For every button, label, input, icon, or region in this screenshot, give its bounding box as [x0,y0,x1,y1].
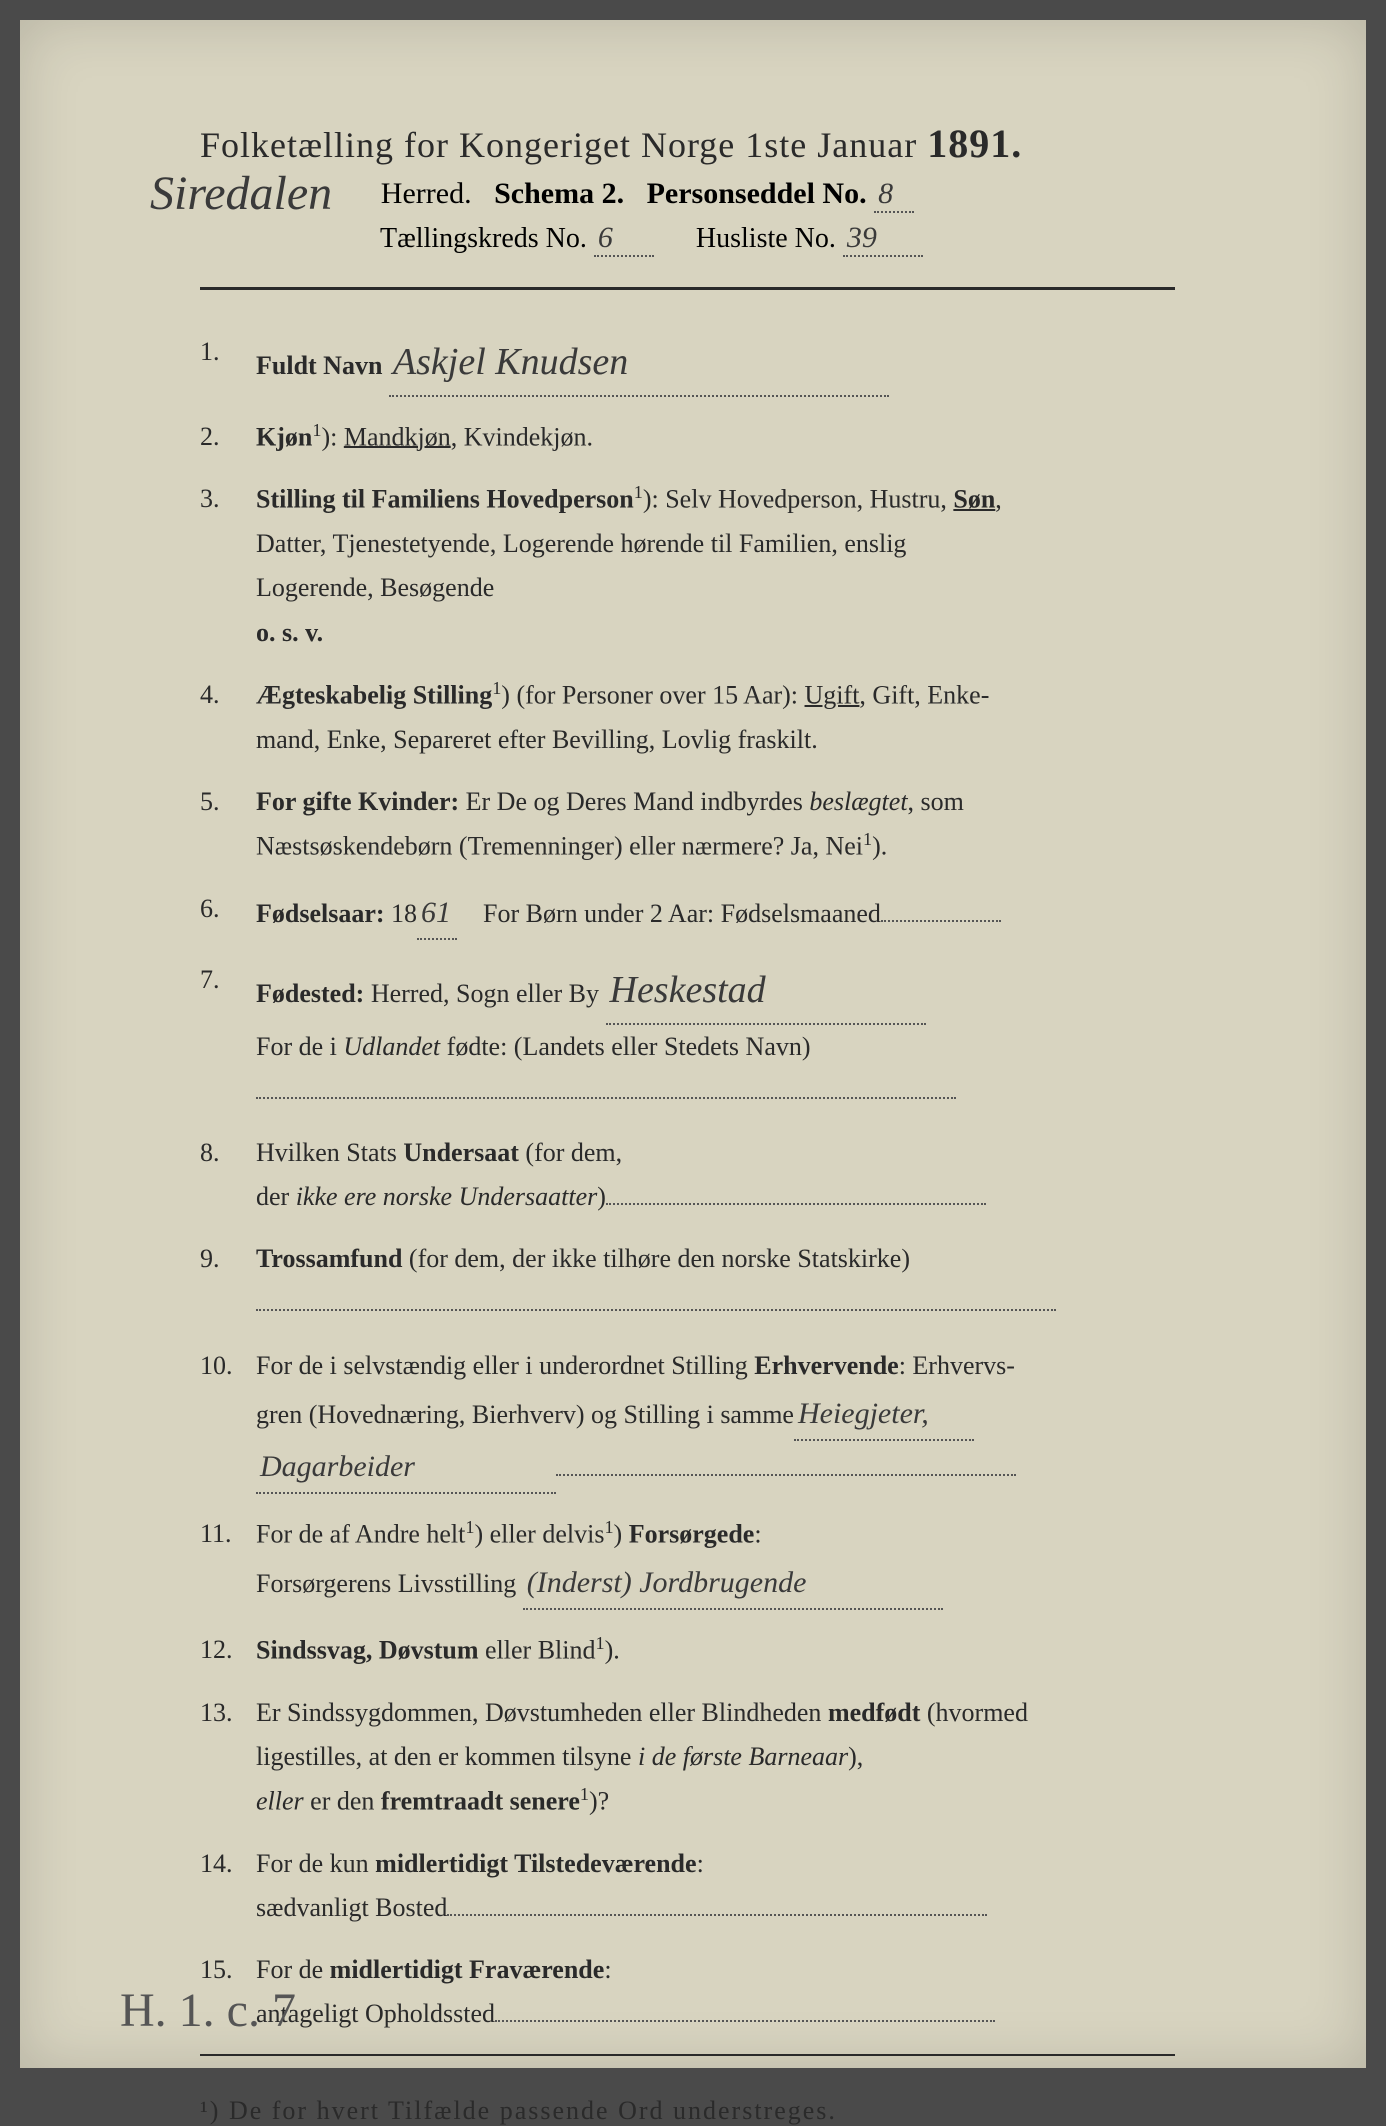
row-num: 14. [200,1842,256,1930]
r12-text: eller Blind [485,1635,595,1664]
r11-label: Forsørgerens Livsstilling [256,1569,516,1598]
row-4-marital: 4. Ægteskabelig Stilling1) (for Personer… [200,673,1226,762]
row-14-temp-present: 14. For de kun midlertidigt Tilstedevære… [200,1842,1226,1930]
footnote: ¹) De for hvert Tilfælde passende Ord un… [200,2096,1226,2126]
field-label: Fødested: [256,979,364,1008]
row-num: 2. [200,415,256,460]
tkreds-label: Tællingskreds No. [380,223,587,254]
relation-line2: Datter, Tjenestetyende, Logerende hørend… [256,529,906,558]
census-form-page: Folketælling for Kongeriget Norge 1ste J… [20,20,1366,2068]
row-3-relation: 3. Stilling til Familiens Hovedperson1):… [200,477,1226,654]
r9-text: (for dem, der ikke tilhøre den norske St… [409,1244,910,1273]
row-13-congenital: 13. Er Sindssygdommen, Døvstumheden elle… [200,1691,1226,1824]
relation-selected: Søn [953,485,995,514]
field-label: Ægteskabelig Stilling [256,681,492,710]
birthplace-value: Heskestad [606,958,926,1025]
personseddel-label: Personseddel No. [647,177,867,210]
field-label: Kjøn [256,422,312,451]
row-8-citizenship: 8. Hvilken Stats Undersaat (for dem, der… [200,1131,1226,1219]
occupation-value-2: Dagarbeider [256,1441,556,1494]
field-label: Sindssvag, Døvstum [256,1635,479,1664]
year-prefix: 18 [391,899,417,928]
row-num: 9. [200,1237,256,1325]
field-label: Trossamfund [256,1244,402,1273]
name-value: Askjel Knudsen [389,330,889,397]
row-1-name: 1. Fuldt Navn Askjel Knudsen [200,330,1226,397]
row-9-religion: 9. Trossamfund (for dem, der ikke tilhør… [200,1237,1226,1325]
row-num: 3. [200,477,256,654]
personseddel-no: 8 [874,177,914,213]
r7-text1: Herred, Sogn eller By [371,979,599,1008]
field-label: Stilling til Familiens Hovedperson [256,485,634,514]
sex-selected: Mandkjøn [344,422,451,451]
relation-line4: o. s. v. [256,618,323,647]
row-2-sex: 2. Kjøn1): Mandkjøn, Kvindekjøn. [200,415,1226,460]
divider-top [200,287,1175,290]
tkreds-no: 6 [594,221,654,257]
row-11-dependent: 11. For de af Andre helt1) eller delvis1… [200,1512,1226,1610]
row-num: 10. [200,1344,256,1494]
marital-line2: mand, Enke, Separeret efter Bevilling, L… [256,725,818,754]
row-6-birthyear: 6. Fødselsaar: 1861 For Børn under 2 Aar… [200,887,1226,940]
title-year: 1891. [927,121,1022,166]
row-num: 12. [200,1628,256,1673]
archive-mark: H. 1. c. 7 [120,1983,296,2038]
main-title: Folketælling for Kongeriget Norge 1ste J… [200,120,1226,167]
field-label: Fuldt Navn [256,351,382,380]
herred-name-handwritten: Siredalen [150,166,332,221]
row-num: 4. [200,673,256,762]
row-15-temp-absent: 15. For de midlertidigt Fraværende: anta… [200,1948,1226,2036]
row-12-disability: 12. Sindssvag, Døvstum eller Blind1). [200,1628,1226,1673]
row-num: 5. [200,780,256,869]
subtitle-line-2: Tællingskreds No. 6 Husliste No. 39 [380,221,1226,257]
herred-label: Herred. [381,177,472,210]
subtitle-line-1: Siredalen Herred. Schema 2. Personseddel… [260,177,1226,213]
husliste-label: Husliste No. [696,223,836,254]
row-num: 8. [200,1131,256,1219]
occupation-value-1: Heiegjeter, [794,1388,974,1441]
r6-text2: For Børn under 2 Aar: Fødselsmaaned [483,899,881,928]
r5-line2: Næstsøskendebørn (Tremenninger) eller næ… [256,832,863,861]
row-num: 1. [200,330,256,397]
row-5-married-women: 5. For gifte Kvinder: Er De og Deres Man… [200,780,1226,869]
row-num: 13. [200,1691,256,1824]
divider-bottom [200,2054,1175,2056]
row-num: 7. [200,958,256,1113]
title-text: Folketælling for Kongeriget Norge 1ste J… [200,125,917,165]
relation-line3: Logerende, Besøgende [256,573,494,602]
row-7-birthplace: 7. Fødested: Herred, Sogn eller By Heske… [200,958,1226,1113]
provider-value: (Inderst) Jordbrugende [523,1557,943,1610]
row-10-occupation: 10. For de i selvstændig eller i underor… [200,1344,1226,1494]
husliste-no: 39 [843,221,923,257]
row-num: 6. [200,887,256,940]
marital-selected: Ugift [805,681,860,710]
schema-label: Schema 2. [494,177,624,210]
field-label: For gifte Kvinder: [256,787,459,816]
row-num: 11. [200,1512,256,1610]
field-label: Fødselsaar: [256,899,385,928]
birth-year: 61 [417,887,457,940]
